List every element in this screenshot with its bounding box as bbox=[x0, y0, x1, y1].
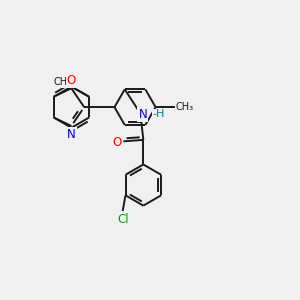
Text: CH₃: CH₃ bbox=[53, 77, 71, 87]
Text: CH₃: CH₃ bbox=[176, 102, 194, 112]
Text: -H: -H bbox=[152, 109, 165, 119]
Text: N: N bbox=[138, 108, 147, 121]
Text: O: O bbox=[112, 136, 122, 149]
Text: O: O bbox=[67, 74, 76, 87]
Text: Cl: Cl bbox=[117, 212, 129, 226]
Text: N: N bbox=[67, 128, 76, 141]
